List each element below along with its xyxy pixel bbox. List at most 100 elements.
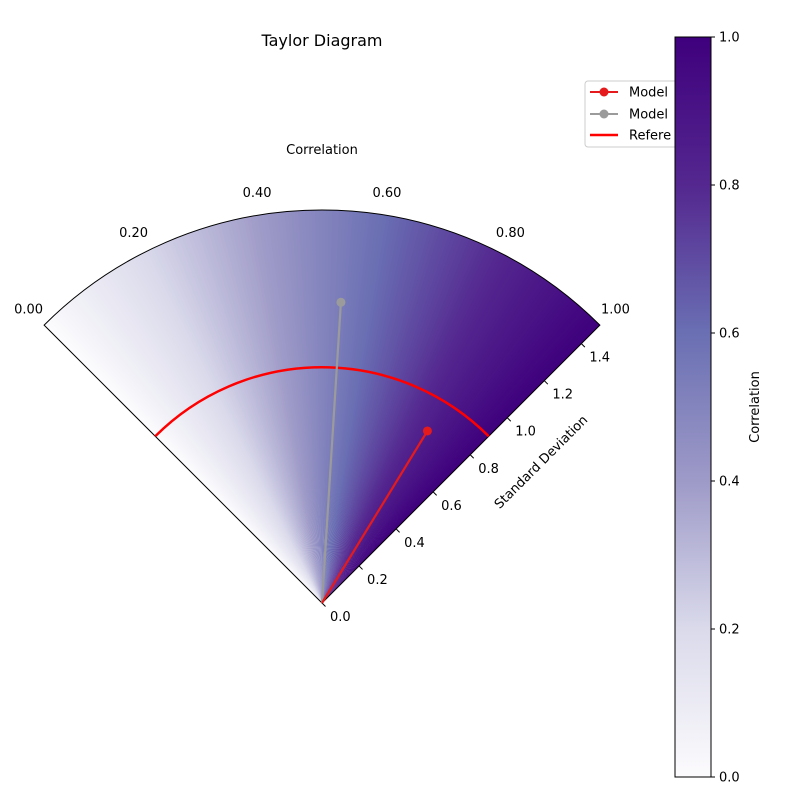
correlation-band-57 — [210, 224, 322, 604]
correlation-band-30 — [125, 260, 322, 603]
correlation-band-155 — [322, 271, 538, 603]
correlation-band-71 — [257, 214, 322, 603]
correlation-band-154 — [322, 269, 535, 603]
std-tick-labels: 0.0 0.2 0.4 0.6 0.8 1.0 1.2 1.4 — [321, 343, 610, 625]
correlation-band-168 — [322, 297, 573, 603]
correlation-band-2 — [48, 317, 322, 603]
correlation-band-56 — [207, 225, 322, 603]
correlation-band-77 — [277, 212, 322, 604]
correlation-band-78 — [280, 211, 322, 604]
correlation-band-0 — [44, 321, 323, 603]
correlation-band-55 — [203, 226, 322, 603]
correlation-band-86 — [308, 210, 322, 603]
colorbar-tick-5: 1.0 — [719, 31, 740, 46]
correlation-tick-4: 0.80 — [496, 226, 525, 241]
correlation-band-43 — [165, 240, 322, 603]
correlation-band-45 — [171, 238, 322, 603]
correlation-band-64 — [233, 219, 322, 603]
colorbar-tick-4: 0.8 — [719, 179, 740, 194]
legend-reference-label: Refere — [629, 129, 671, 144]
correlation-band-69 — [250, 215, 322, 604]
correlation-band-74 — [267, 213, 322, 603]
correlation-band-41 — [159, 243, 322, 603]
colorbar-ticks: 0.0 0.2 0.4 0.6 0.8 1.0 — [711, 31, 740, 786]
correlation-band-60 — [220, 222, 322, 603]
std-tick-mark-4 — [469, 454, 475, 459]
correlation-band-165 — [322, 291, 565, 603]
correlation-band-161 — [322, 283, 554, 603]
correlation-axis-label: Correlation — [286, 143, 358, 158]
correlation-band-12 — [74, 294, 322, 603]
std-tick-mark-0 — [321, 602, 326, 607]
sector-outline — [43, 209, 601, 604]
correlation-band-46 — [174, 236, 322, 603]
correlation-band-18 — [91, 282, 322, 603]
correlation-band-32 — [131, 257, 322, 603]
correlation-band-3 — [51, 314, 322, 603]
correlation-band-87 — [311, 210, 322, 603]
legend-model-1-marker — [599, 87, 609, 97]
correlation-band-20 — [96, 278, 322, 603]
correlation-band-38 — [149, 247, 322, 603]
correlation-band-33 — [134, 255, 322, 603]
correlation-band-84 — [301, 210, 322, 603]
correlation-band-63 — [230, 219, 322, 603]
reference-arc — [154, 366, 490, 438]
correlation-shaded-sector — [44, 210, 600, 604]
std-tick-mark-3 — [432, 491, 438, 496]
correlation-tick-3: 0.60 — [372, 186, 401, 201]
correlation-band-51 — [190, 231, 322, 603]
legend-model-2-label: Model — [629, 108, 668, 123]
correlation-band-176 — [322, 315, 594, 603]
correlation-band-156 — [322, 273, 540, 603]
correlation-tick-5: 1.00 — [601, 303, 630, 318]
std-tick-7: 1.4 — [589, 351, 610, 366]
colorbar-tick-0: 0.0 — [719, 771, 740, 786]
correlation-band-54 — [200, 227, 322, 603]
correlation-tick-labels: 0.00 0.20 0.40 0.60 0.80 1.00 — [14, 186, 630, 317]
correlation-band-72 — [260, 214, 322, 604]
correlation-band-58 — [213, 223, 322, 603]
std-tick-6: 1.2 — [552, 388, 573, 403]
correlation-band-44 — [168, 239, 322, 604]
correlation-band-75 — [270, 212, 322, 603]
correlation-band-40 — [155, 244, 322, 603]
correlation-band-53 — [197, 228, 322, 603]
correlation-band-159 — [322, 279, 549, 603]
model-line-1 — [321, 430, 429, 604]
correlation-band-173 — [322, 308, 586, 603]
correlation-band-39 — [152, 246, 322, 603]
model-point-1 — [422, 426, 432, 436]
model-series — [320, 297, 432, 604]
chart-title: Taylor Diagram — [261, 31, 383, 50]
correlation-band-160 — [322, 281, 552, 603]
correlation-band-34 — [137, 253, 322, 603]
correlation-band-158 — [322, 277, 546, 603]
correlation-band-172 — [322, 306, 584, 603]
correlation-band-164 — [322, 289, 563, 603]
correlation-band-47 — [177, 235, 322, 604]
correlation-band-28 — [119, 263, 323, 603]
std-axis-label: Standard Deviation — [492, 413, 591, 512]
correlation-band-31 — [128, 258, 322, 603]
correlation-band-5 — [56, 310, 323, 603]
correlation-band-15 — [82, 288, 322, 603]
correlation-band-16 — [85, 286, 322, 603]
correlation-band-73 — [263, 213, 322, 604]
reference-std-arc — [154, 366, 490, 438]
correlation-band-48 — [181, 234, 322, 603]
correlation-band-62 — [226, 220, 322, 604]
correlation-band-29 — [122, 262, 323, 603]
correlation-band-61 — [223, 221, 322, 604]
correlation-band-4 — [53, 312, 323, 603]
colorbar-tick-3: 0.6 — [719, 327, 740, 342]
correlation-band-67 — [243, 216, 322, 603]
polar-axis-outline — [43, 209, 601, 604]
std-tick-1: 0.2 — [367, 573, 388, 588]
correlation-band-170 — [322, 301, 579, 603]
std-tick-2: 0.4 — [404, 536, 425, 551]
correlation-band-157 — [322, 275, 543, 603]
correlation-band-178 — [322, 320, 599, 603]
correlation-band-169 — [322, 299, 576, 603]
colorbar-tick-2: 0.4 — [719, 475, 740, 490]
